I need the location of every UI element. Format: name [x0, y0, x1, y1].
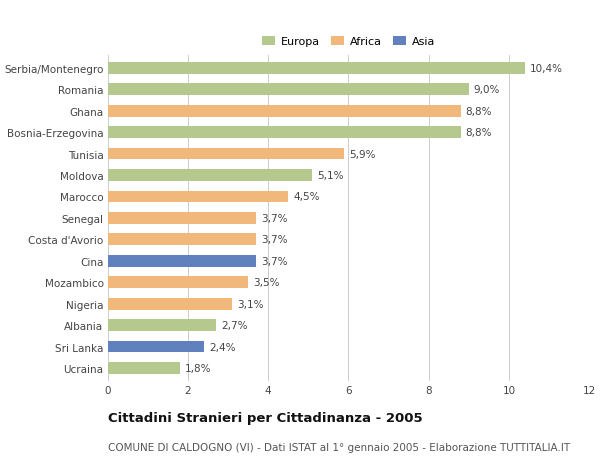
Bar	[108, 148, 344, 160]
Text: 9,0%: 9,0%	[473, 85, 500, 95]
Bar	[108, 170, 313, 181]
Bar	[108, 298, 232, 310]
Bar	[108, 341, 204, 353]
Text: 10,4%: 10,4%	[530, 64, 563, 73]
Bar	[108, 106, 461, 118]
Bar	[108, 84, 469, 96]
Text: 1,8%: 1,8%	[185, 363, 211, 373]
Text: 3,7%: 3,7%	[261, 256, 287, 266]
Text: 4,5%: 4,5%	[293, 192, 320, 202]
Bar	[108, 213, 256, 224]
Text: 3,1%: 3,1%	[237, 299, 263, 309]
Text: 2,7%: 2,7%	[221, 320, 247, 330]
Text: 8,8%: 8,8%	[466, 128, 492, 138]
Bar	[108, 362, 180, 374]
Text: 5,1%: 5,1%	[317, 171, 344, 180]
Text: 2,4%: 2,4%	[209, 342, 235, 352]
Bar	[108, 63, 525, 74]
Bar	[108, 234, 256, 246]
Text: COMUNE DI CALDOGNO (VI) - Dati ISTAT al 1° gennaio 2005 - Elaborazione TUTTITALI: COMUNE DI CALDOGNO (VI) - Dati ISTAT al …	[108, 442, 570, 452]
Text: 5,9%: 5,9%	[349, 149, 376, 159]
Legend: Europa, Africa, Asia: Europa, Africa, Asia	[262, 37, 435, 47]
Bar	[108, 191, 288, 203]
Bar	[108, 319, 216, 331]
Text: 3,7%: 3,7%	[261, 235, 287, 245]
Text: 3,5%: 3,5%	[253, 278, 280, 288]
Bar	[108, 127, 461, 139]
Bar	[108, 277, 248, 289]
Text: 8,8%: 8,8%	[466, 106, 492, 117]
Text: 3,7%: 3,7%	[261, 213, 287, 224]
Text: Cittadini Stranieri per Cittadinanza - 2005: Cittadini Stranieri per Cittadinanza - 2…	[108, 412, 422, 425]
Bar	[108, 255, 256, 267]
